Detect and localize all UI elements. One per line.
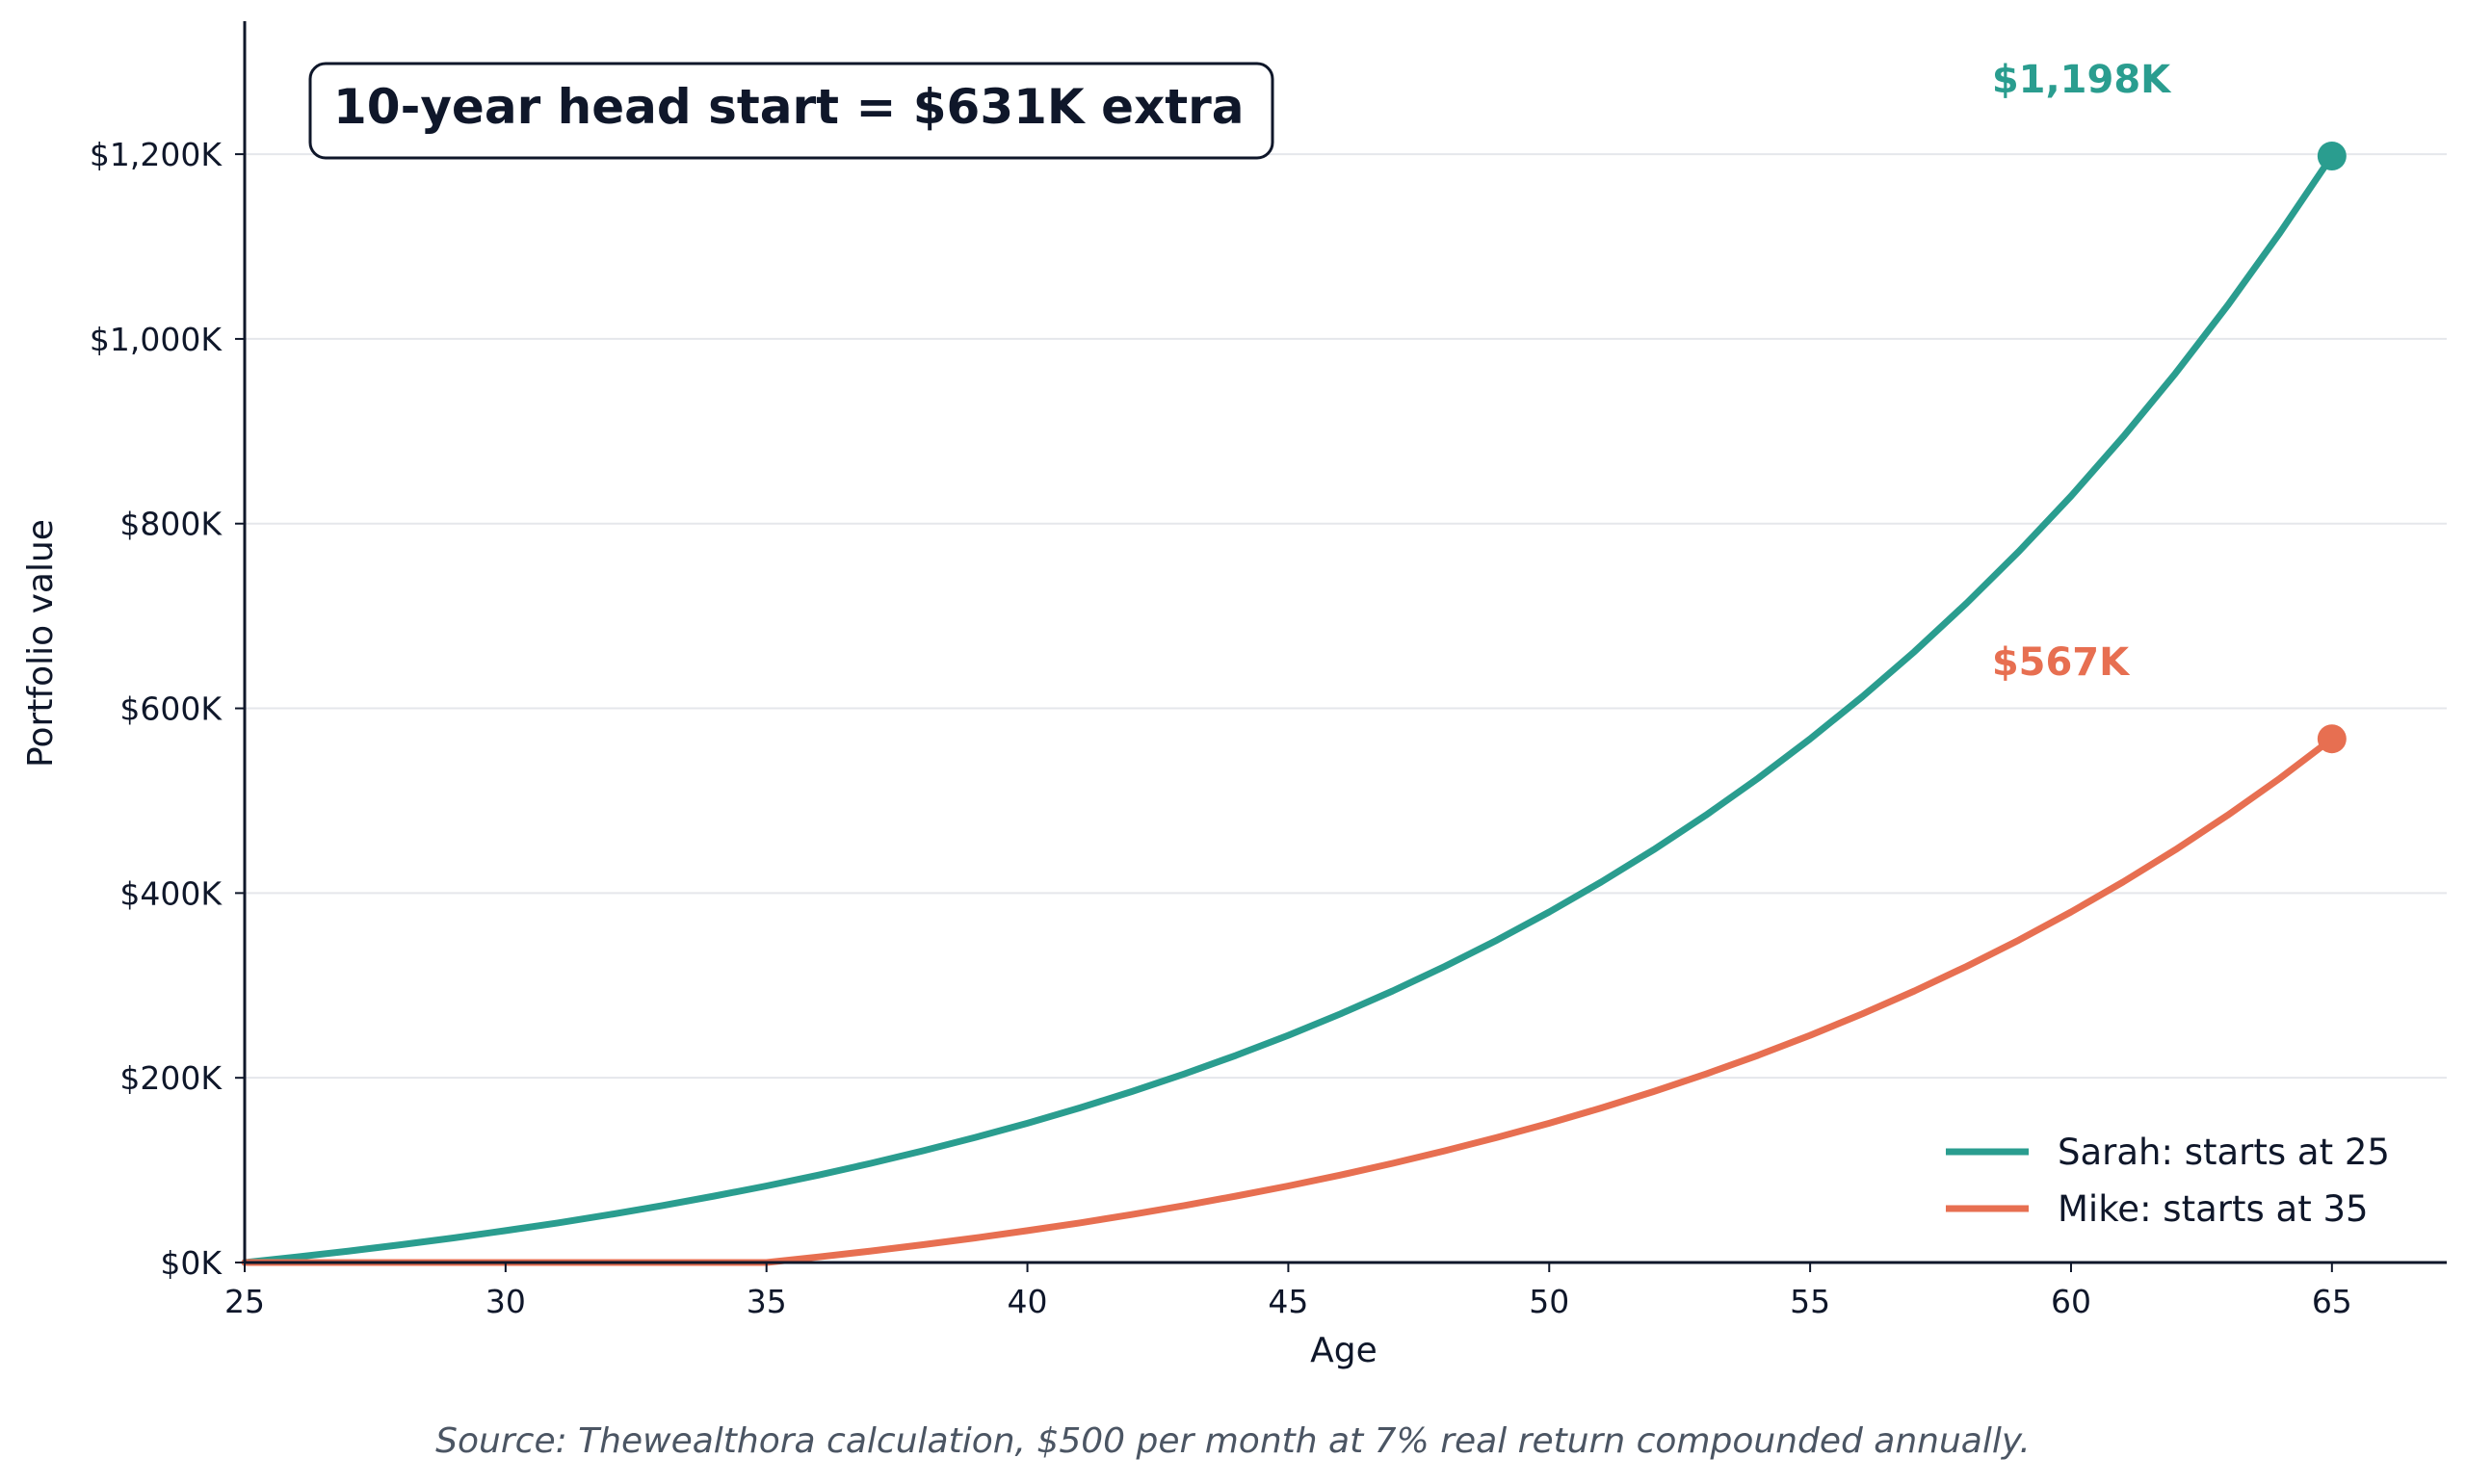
callout-text: 10-year head start = $631K extra bbox=[333, 79, 1245, 135]
end-markers bbox=[2317, 142, 2347, 754]
axes bbox=[243, 21, 2447, 1264]
callout-border bbox=[308, 62, 1274, 160]
legend: Sarah: starts at 25 Mike: starts at 35 bbox=[1946, 1132, 2390, 1230]
y-ticks: $0K $200K $400K $600K $800K $1,000K $1,200K bbox=[90, 136, 245, 1282]
x-axis-label: Age bbox=[1310, 1331, 1377, 1370]
series-line-2 bbox=[241, 735, 2336, 1266]
legend-label: Sarah: starts at 25 bbox=[2058, 1132, 2390, 1173]
x-tick-label: 45 bbox=[1268, 1283, 1308, 1320]
series-end-point-1 bbox=[2317, 142, 2347, 171]
y-tick-label: $400K bbox=[119, 874, 223, 912]
grid-lines bbox=[245, 153, 2447, 1080]
end-value-label: $567K bbox=[1992, 640, 2131, 685]
x-tick-label: 30 bbox=[485, 1283, 526, 1320]
y-tick-label: $1,200K bbox=[90, 136, 223, 173]
legend-label: Mike: starts at 35 bbox=[2058, 1188, 2369, 1230]
x-ticks: 25 30 35 40 45 50 55 60 65 bbox=[224, 1263, 2352, 1320]
series-line-1 bbox=[241, 152, 2336, 1266]
callout-box: 10-year head start = $631K extra bbox=[308, 62, 1274, 160]
y-axis-label: Portfolio value bbox=[21, 519, 61, 768]
x-tick-label: 40 bbox=[1008, 1283, 1048, 1320]
y-tick-label: $600K bbox=[119, 690, 223, 728]
end-labels: $1,198K $567K bbox=[1992, 58, 2172, 685]
y-tick-label: $200K bbox=[119, 1059, 223, 1097]
y-tick-label: $800K bbox=[119, 506, 223, 543]
x-tick-label: 50 bbox=[1529, 1283, 1569, 1320]
x-tick-label: 60 bbox=[2051, 1283, 2091, 1320]
y-tick-label: $0K bbox=[160, 1244, 223, 1282]
y-tick-label: $1,000K bbox=[90, 321, 223, 358]
series-end-point-2 bbox=[2317, 724, 2347, 754]
end-value-label: $1,198K bbox=[1992, 58, 2172, 102]
x-tick-label: 55 bbox=[1790, 1283, 1830, 1320]
source-note: Source: Thewealthora calculation, $500 p… bbox=[435, 1421, 2031, 1461]
x-tick-label: 65 bbox=[2312, 1283, 2352, 1320]
x-tick-label: 35 bbox=[747, 1283, 787, 1320]
x-tick-label: 25 bbox=[224, 1283, 265, 1320]
